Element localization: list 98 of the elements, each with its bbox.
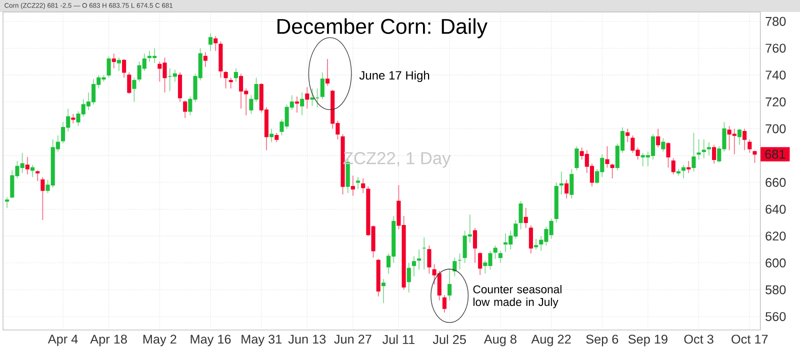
candlestick bbox=[534, 238, 538, 250]
candlestick bbox=[412, 256, 416, 277]
x-tick-label: May 16 bbox=[190, 334, 231, 346]
candlestick bbox=[518, 200, 523, 230]
x-tick-label: Jul 11 bbox=[382, 334, 415, 344]
candlestick bbox=[564, 179, 569, 199]
y-tick-label: 740 bbox=[766, 70, 786, 80]
candlestick bbox=[203, 52, 208, 68]
candlestick bbox=[208, 33, 213, 52]
candlestick bbox=[274, 132, 279, 143]
candlestick bbox=[183, 100, 188, 118]
candlestick bbox=[214, 36, 218, 52]
candlestick bbox=[361, 178, 366, 194]
candlestick bbox=[356, 176, 360, 190]
candlestick bbox=[686, 160, 691, 174]
candlestick bbox=[116, 57, 121, 72]
y-tick-label: 780 bbox=[766, 16, 786, 26]
candlestick bbox=[442, 294, 447, 314]
chart-title: December Corn: Daily bbox=[278, 18, 488, 38]
y-tick-label: 640 bbox=[766, 204, 786, 214]
candlestick bbox=[417, 249, 422, 270]
candlestick bbox=[106, 56, 111, 78]
candlestick bbox=[696, 138, 701, 160]
candlestick bbox=[30, 164, 35, 178]
y-tick-label: 600 bbox=[766, 258, 786, 268]
candlestick bbox=[702, 138, 706, 159]
candlestick bbox=[706, 142, 711, 156]
x-tick-label: Jun 13 bbox=[288, 334, 326, 344]
x-tick-label: May 31 bbox=[242, 334, 282, 346]
candlestick bbox=[228, 77, 233, 89]
candlestick bbox=[692, 132, 696, 172]
candlestick bbox=[605, 146, 610, 168]
candlestick bbox=[305, 86, 310, 110]
candlestick bbox=[528, 224, 533, 254]
candlestick bbox=[559, 171, 564, 195]
candlestick bbox=[737, 128, 742, 146]
candlestick bbox=[712, 144, 716, 164]
x-tick-label: Sep 6 bbox=[586, 334, 618, 346]
candlestick bbox=[112, 53, 116, 69]
candlestick bbox=[71, 114, 76, 124]
candlestick bbox=[574, 146, 579, 171]
candlestick bbox=[427, 244, 432, 274]
candlestick bbox=[381, 278, 386, 304]
candlestick bbox=[36, 170, 40, 182]
candlestick bbox=[656, 128, 660, 148]
candlestick bbox=[40, 176, 45, 220]
annotation: June 17 High bbox=[359, 70, 430, 82]
candlestick bbox=[661, 138, 666, 152]
y-tick-label: 700 bbox=[766, 124, 786, 134]
candlestick bbox=[493, 244, 498, 260]
candlestick bbox=[524, 207, 528, 228]
x-tick-label: May 2 bbox=[143, 334, 176, 346]
candlestick bbox=[752, 150, 757, 164]
candlestick bbox=[570, 168, 574, 199]
x-tick-label: Jun 27 bbox=[334, 334, 372, 344]
candlestick bbox=[234, 68, 238, 82]
y-tick-label: 720 bbox=[766, 97, 786, 106]
candlestick bbox=[300, 92, 304, 116]
x-tick-label: Aug 8 bbox=[484, 334, 516, 346]
candlestick bbox=[748, 138, 752, 154]
candlestick bbox=[671, 158, 676, 175]
y-tick-label: 620 bbox=[766, 232, 786, 241]
x-tick-label: Oct 3 bbox=[684, 334, 714, 344]
candlestick bbox=[666, 142, 670, 168]
candlestick bbox=[320, 72, 324, 100]
candlestick bbox=[682, 164, 686, 179]
y-tick-label: 580 bbox=[766, 285, 786, 294]
y-tick-label: 560 bbox=[766, 312, 786, 322]
candlestick bbox=[742, 128, 747, 151]
candlestick bbox=[122, 58, 126, 78]
annotation: Counter seasonal low made in July bbox=[473, 285, 562, 308]
candlestick bbox=[127, 72, 132, 94]
candlestick bbox=[452, 257, 457, 277]
x-tick-label: Jul 25 bbox=[432, 334, 466, 344]
y-tick-label: 660 bbox=[766, 178, 786, 187]
candlestick bbox=[178, 72, 182, 102]
candlestick bbox=[224, 70, 228, 89]
x-tick-label: Aug 22 bbox=[531, 334, 571, 346]
candlestick bbox=[406, 262, 411, 293]
candlestick bbox=[132, 77, 136, 102]
x-tick-label: Oct 17 bbox=[732, 334, 768, 344]
candlestick bbox=[626, 128, 630, 143]
annotation: 681 bbox=[765, 150, 786, 159]
candlestick bbox=[5, 196, 10, 208]
candlestick bbox=[294, 96, 300, 114]
x-tick-label: Apr 4 bbox=[48, 334, 78, 346]
y-tick-label: 760 bbox=[766, 44, 786, 53]
x-tick-label: Apr 18 bbox=[90, 334, 127, 346]
candlestick bbox=[610, 163, 614, 179]
candlestick bbox=[270, 128, 274, 143]
candlestick bbox=[325, 58, 330, 86]
candlestick bbox=[498, 250, 502, 264]
x-tick-label: Sep 19 bbox=[628, 334, 668, 346]
candlestick bbox=[25, 156, 30, 175]
candlestick bbox=[472, 228, 478, 264]
candlestick bbox=[478, 252, 482, 276]
candlestick bbox=[448, 269, 452, 301]
candlestick bbox=[350, 175, 355, 196]
